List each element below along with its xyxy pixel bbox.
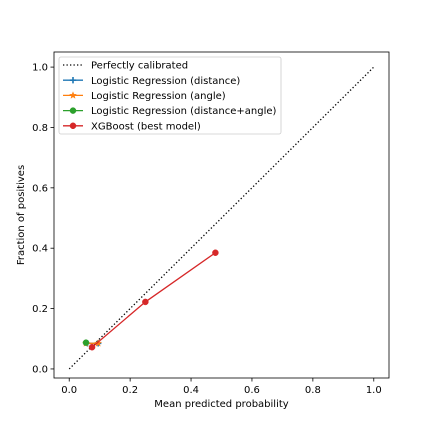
legend-label: Logistic Regression (angle) <box>91 91 226 102</box>
x-tick-label: 0.2 <box>122 385 138 396</box>
series-4 <box>88 249 219 351</box>
data-point <box>142 298 149 306</box>
y-tick-label: 1.0 <box>32 63 48 74</box>
series-3 <box>82 339 90 346</box>
x-tick-label: 0.8 <box>305 385 321 396</box>
x-tick-label: 0.4 <box>183 385 199 396</box>
legend-label: Logistic Regression (distance+angle) <box>91 106 276 117</box>
legend-label: Perfectly calibrated <box>91 61 188 72</box>
x-tick-label: 0.0 <box>61 385 77 396</box>
axis-ticks: 0.0 0.2 0.4 0.6 0.8 1.0 0.0 0.2 0.4 0.6 0.8 1.0 <box>32 63 382 396</box>
data-point <box>88 343 96 351</box>
y-tick-label: 0.0 <box>32 364 48 375</box>
y-tick-label: 0.8 <box>32 123 48 134</box>
legend-marker <box>69 122 77 130</box>
legend-item: XGBoost (best model) <box>63 121 201 132</box>
legend-box <box>58 56 282 135</box>
series-line <box>68 66 375 370</box>
y-axis-label: Fraction of positives <box>16 165 27 265</box>
series-0 <box>68 66 375 370</box>
legend-item: Logistic Regression (distance) <box>63 76 240 87</box>
data-point <box>82 339 90 346</box>
x-axis-label: Mean predicted probability <box>154 399 288 410</box>
legend-label: XGBoost (best model) <box>91 121 201 132</box>
legend-label: Logistic Regression (distance) <box>91 76 240 87</box>
legend-item: Logistic Regression (distance+angle) <box>63 106 276 117</box>
legend-marker <box>69 107 77 114</box>
x-tick-label: 0.6 <box>244 385 260 396</box>
y-tick-label: 0.6 <box>32 183 48 194</box>
legend-item: Logistic Regression (angle) <box>63 91 226 102</box>
legend-marker <box>69 91 77 99</box>
data-series <box>68 66 375 370</box>
legend-item: Perfectly calibrated <box>63 61 188 72</box>
legend: Perfectly calibrated Logistic Regression … <box>58 56 282 135</box>
data-point <box>94 339 103 347</box>
y-tick-label: 0.2 <box>32 304 48 315</box>
legend-marker <box>69 77 77 84</box>
x-tick-label: 1.0 <box>366 385 382 396</box>
y-tick-label: 0.4 <box>32 244 48 255</box>
data-point <box>212 249 219 256</box>
